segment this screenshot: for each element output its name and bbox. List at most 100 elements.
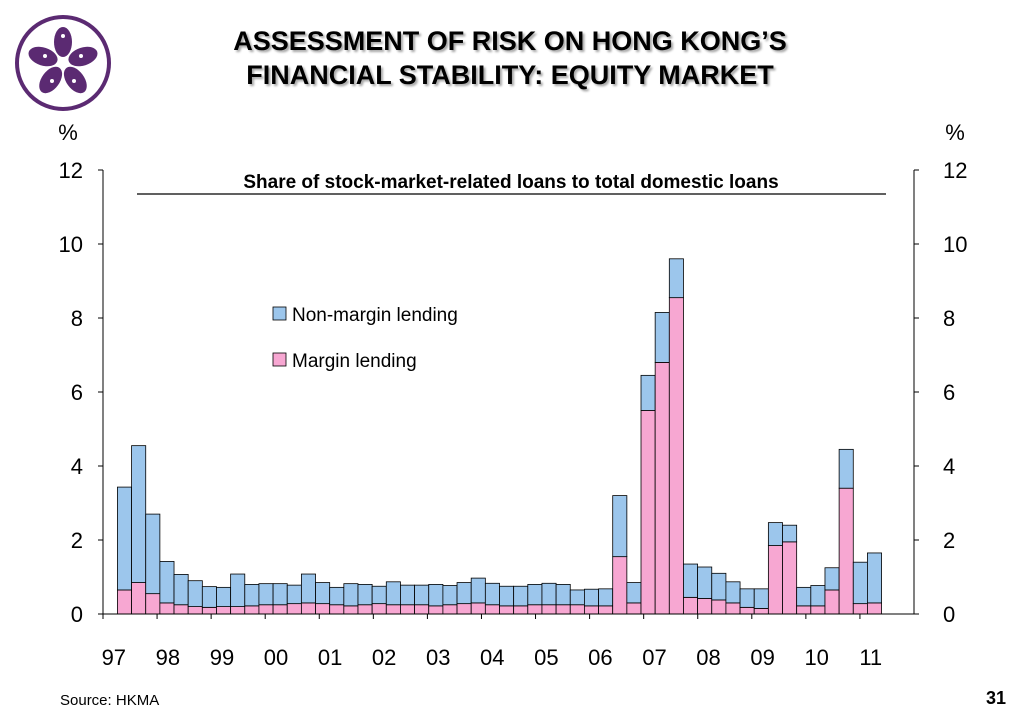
title-line-1: ASSESSMENT OF RISK ON HONG KONG’S (233, 26, 787, 56)
x-tick-label: 10 (804, 645, 828, 670)
bar-non-margin-lending (258, 583, 274, 606)
bar-margin-lending (513, 605, 529, 615)
bar-non-margin-lending (824, 567, 840, 591)
slide-title: ASSESSMENT OF RISK ON HONG KONG’S FINANC… (140, 24, 880, 92)
bar-margin-lending (414, 604, 430, 615)
bar-margin-lending (626, 602, 642, 615)
bar-non-margin-lending (300, 573, 316, 604)
x-tick-label: 03 (426, 645, 450, 670)
left-axis-unit: % (58, 120, 78, 145)
bar-margin-lending (796, 605, 812, 615)
bar-non-margin-lending (584, 588, 599, 607)
bar-non-margin-lending (598, 588, 614, 607)
bar-margin-lending (456, 603, 472, 615)
bar-margin-lending (187, 606, 203, 615)
x-tick-label: 99 (210, 645, 234, 670)
bar-margin-lending (400, 604, 415, 615)
bar-non-margin-lending (117, 486, 132, 591)
bar-non-margin-lending (371, 585, 387, 605)
hkma-logo (14, 14, 112, 112)
bar-margin-lending (725, 602, 741, 615)
bar-non-margin-lending (329, 586, 345, 606)
bar-non-margin-lending (697, 566, 713, 599)
bar-non-margin-lending (484, 582, 500, 606)
bar-margin-lending (159, 602, 175, 615)
bar-non-margin-lending (767, 522, 783, 546)
bar-non-margin-lending (867, 552, 882, 604)
bar-margin-lending (315, 603, 331, 615)
legend: Non-margin lending Margin lending (272, 305, 458, 372)
bar-non-margin-lending (216, 586, 232, 607)
bar-non-margin-lending (244, 584, 260, 607)
bar-margin-lending (357, 604, 373, 615)
bar-non-margin-lending (683, 563, 699, 598)
bar-non-margin-lending (187, 580, 203, 608)
bar-margin-lending (753, 608, 769, 615)
x-tick-label: 01 (318, 645, 342, 670)
bar-non-margin-lending (796, 586, 812, 607)
bar-non-margin-lending (569, 589, 585, 606)
bar-margin-lending (258, 604, 274, 615)
source-note: Source: HKMA (60, 692, 160, 709)
bar-non-margin-lending (357, 584, 373, 606)
y-tick-label-left: 2 (71, 528, 83, 553)
legend-swatch (272, 352, 287, 367)
bar-margin-lending (442, 604, 458, 615)
bar-margin-lending (838, 487, 854, 615)
bar-non-margin-lending (470, 577, 486, 604)
page-number: 31 (985, 688, 1006, 708)
y-tick-label-left: 6 (71, 380, 83, 405)
right-axis-unit: % (945, 120, 965, 145)
x-tick-label: 98 (156, 645, 180, 670)
bar-non-margin-lending (852, 561, 868, 605)
bar-margin-lending (584, 605, 599, 615)
bar-non-margin-lending (201, 586, 217, 608)
y-tick-label-right: 0 (943, 602, 955, 627)
bar-non-margin-lending (385, 581, 401, 606)
bar-margin-lending (371, 603, 387, 615)
bar-non-margin-lending (173, 574, 189, 606)
bar-margin-lending (300, 602, 316, 615)
x-tick-label: 11 (859, 645, 882, 670)
x-tick-label: 06 (588, 645, 612, 670)
bar-non-margin-lending (272, 583, 288, 606)
bar-margin-lending (117, 589, 132, 615)
bar-margin-lending (668, 297, 684, 615)
bar-margin-lending (329, 604, 345, 615)
x-tick-label: 09 (750, 645, 774, 670)
bar-margin-lending (824, 589, 840, 615)
bar-margin-lending (470, 602, 486, 615)
bar-non-margin-lending (442, 585, 458, 606)
bar-margin-lending (230, 606, 246, 615)
bar-margin-lending (640, 410, 656, 615)
y-tick-label-left: 4 (71, 454, 83, 479)
bar-margin-lending (739, 606, 755, 615)
y-tick-label-left: 8 (71, 306, 83, 331)
y-tick-label-left: 12 (59, 158, 83, 183)
bauhinia-logo-icon (15, 15, 111, 111)
bar-non-margin-lending (753, 588, 769, 609)
bar-margin-lending (244, 605, 260, 615)
bar-margin-lending (867, 602, 882, 615)
x-tick-label: 02 (372, 645, 396, 670)
bar-non-margin-lending (668, 258, 684, 299)
bar-non-margin-lending (782, 524, 798, 543)
bar-non-margin-lending (499, 585, 515, 607)
bar-margin-lending (343, 605, 359, 615)
y-tick-label-right: 4 (943, 454, 955, 479)
bar-margin-lending (767, 545, 783, 615)
bar-non-margin-lending (711, 572, 727, 601)
legend-swatch (272, 306, 287, 321)
bar-non-margin-lending (456, 582, 472, 605)
bar-non-margin-lending (555, 584, 571, 606)
bar-margin-lending (852, 603, 868, 615)
chart-title: Share of stock-market-related loans to t… (243, 172, 778, 193)
title-line-2: FINANCIAL STABILITY: EQUITY MARKET (246, 60, 774, 90)
bar-non-margin-lending (810, 585, 826, 607)
bars-group (117, 258, 882, 615)
bar-margin-lending (569, 604, 585, 615)
y-tick-label-right: 10 (943, 232, 967, 257)
bar-non-margin-lending (838, 448, 854, 489)
